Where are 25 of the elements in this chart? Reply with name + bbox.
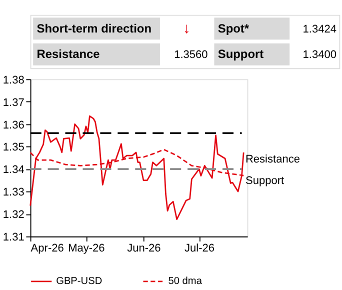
ref-line-label: Support (245, 174, 284, 187)
x-tick-label: Apr-26 (30, 242, 64, 255)
ref-line-label: Resistance (245, 154, 300, 166)
text: 1.3424 (302, 23, 336, 36)
legend-label: GBP-USD (56, 276, 102, 288)
text: ↓ (182, 21, 190, 38)
y-tick-label: 1.35 (2, 142, 24, 154)
x-tick-label: May-26 (68, 242, 105, 255)
y-tick-label: 1.33 (2, 186, 24, 199)
text: Support (218, 47, 264, 62)
x-tick-label: Jun-26 (127, 242, 161, 255)
y-tick-label: 1.34 (2, 164, 24, 176)
y-tick-label: 1.32 (2, 209, 24, 222)
text: Spot* (218, 21, 250, 36)
text: 1.3400 (302, 49, 336, 62)
y-tick-label: 1.31 (2, 232, 24, 244)
y-tick-label: 1.38 (2, 74, 24, 86)
text: Resistance (36, 47, 100, 62)
line-series (30, 115, 244, 220)
y-tick-label: 1.37 (2, 96, 24, 109)
text: Short-term direction (36, 21, 152, 36)
text: 1.3560 (174, 49, 208, 62)
x-tick-label: Jul-26 (184, 242, 215, 255)
y-tick-label: 1.36 (2, 119, 24, 132)
legend-label: 50 dma (168, 276, 202, 288)
